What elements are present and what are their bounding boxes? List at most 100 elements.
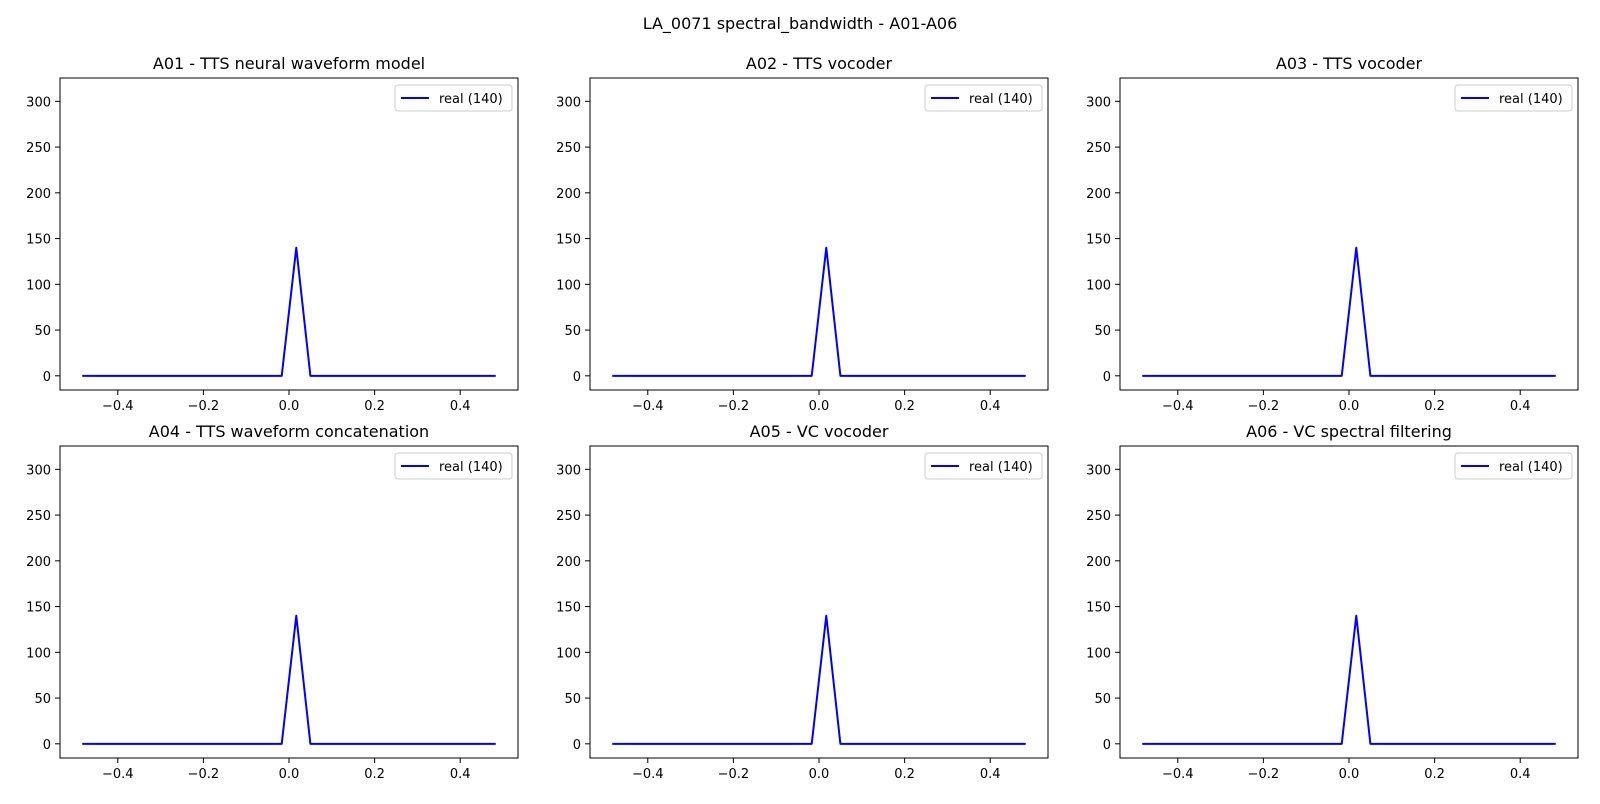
x-tick-label: 0.4: [980, 767, 1001, 782]
y-tick-label: 150: [556, 233, 581, 248]
legend-box: [924, 84, 1043, 112]
x-tick-label: −0.4: [632, 767, 664, 782]
y-tick-label: 300: [26, 95, 51, 110]
x-tick-label: 0.0: [279, 399, 300, 414]
legend-label: real (140): [969, 92, 1033, 107]
subplot-panel: A03 - TTS vocoder −0.4 −0.2 0.0 0.2 0.4 0 50 100…: [1086, 54, 1579, 414]
subplot-title: A05 - VC vocoder: [750, 422, 889, 441]
y-tick-label: 300: [26, 463, 51, 478]
y-tick-label: 100: [1086, 278, 1111, 293]
x-tick-label: 0.0: [1339, 767, 1360, 782]
series-line: [1142, 614, 1556, 745]
series-line: [82, 614, 496, 745]
series-line: [612, 246, 1026, 377]
legend: real (140): [1454, 84, 1573, 112]
y-tick-label: 0: [573, 370, 581, 385]
subplot-panel: A05 - VC vocoder −0.4 −0.2 0.0 0.2 0.4 0 50 100 1…: [556, 422, 1049, 782]
x-tick-label: −0.2: [188, 399, 220, 414]
x-tick-label: −0.4: [102, 767, 134, 782]
y-tick-label: 50: [564, 324, 581, 339]
axes-frame: [59, 445, 519, 759]
legend: real (140): [924, 84, 1043, 112]
y-tick-label: 50: [34, 324, 51, 339]
y-tick-label: 150: [26, 601, 51, 616]
subplot-title: A01 - TTS neural waveform model: [153, 54, 425, 73]
series-line: [612, 614, 1026, 745]
x-tick-label: −0.4: [1162, 767, 1194, 782]
legend: real (140): [394, 452, 513, 480]
subplot-title: A04 - TTS waveform concatenation: [149, 422, 429, 441]
x-tick-label: 0.4: [450, 399, 471, 414]
y-tick-label: 200: [1086, 187, 1111, 202]
x-tick-label: −0.4: [102, 399, 134, 414]
legend-label: real (140): [1499, 92, 1563, 107]
figure-title: LA_0071 spectral_bandwidth - A01-A06: [643, 14, 958, 34]
subplot-grid: A01 - TTS neural waveform model −0.4 −0.2 0…: [26, 54, 1579, 782]
y-tick-label: 50: [34, 692, 51, 707]
x-tick-label: 0.0: [809, 399, 830, 414]
axes-frame: [1119, 77, 1579, 391]
subplot-panel: A02 - TTS vocoder −0.4 −0.2 0.0 0.2 0.4 0 50 100…: [556, 54, 1049, 414]
legend: real (140): [394, 84, 513, 112]
y-tick-label: 250: [1086, 509, 1111, 524]
y-tick-label: 50: [1094, 324, 1111, 339]
subplot-title: A02 - TTS vocoder: [746, 54, 893, 73]
y-tick-label: 100: [26, 278, 51, 293]
legend-label: real (140): [439, 92, 503, 107]
x-tick-label: −0.2: [188, 767, 220, 782]
y-tick-label: 150: [1086, 601, 1111, 616]
y-tick-label: 250: [1086, 141, 1111, 156]
subplot-panel: A01 - TTS neural waveform model −0.4 −0.2 0…: [26, 54, 519, 414]
y-tick-label: 200: [556, 187, 581, 202]
y-tick-label: 0: [43, 738, 51, 753]
y-tick-label: 150: [556, 601, 581, 616]
legend-label: real (140): [969, 460, 1033, 475]
axes-frame: [59, 77, 519, 391]
legend-label: real (140): [439, 460, 503, 475]
series-line: [1142, 246, 1556, 377]
y-tick-label: 150: [26, 233, 51, 248]
axes-frame: [1119, 445, 1579, 759]
x-tick-label: 0.4: [980, 399, 1001, 414]
y-tick-label: 200: [556, 555, 581, 570]
y-tick-label: 300: [556, 463, 581, 478]
legend-box: [1454, 84, 1573, 112]
x-tick-label: 0.2: [894, 399, 915, 414]
series-line: [82, 246, 496, 377]
y-tick-label: 250: [26, 141, 51, 156]
x-tick-label: 0.0: [1339, 399, 1360, 414]
y-tick-label: 250: [26, 509, 51, 524]
y-tick-label: 0: [1103, 370, 1111, 385]
y-tick-label: 200: [1086, 555, 1111, 570]
x-tick-label: 0.2: [364, 399, 385, 414]
x-tick-label: −0.4: [1162, 399, 1194, 414]
y-tick-label: 250: [556, 509, 581, 524]
axes-frame: [589, 445, 1049, 759]
x-tick-label: −0.2: [1248, 767, 1280, 782]
y-tick-label: 0: [1103, 738, 1111, 753]
y-tick-label: 0: [43, 370, 51, 385]
x-tick-label: 0.0: [279, 767, 300, 782]
axes-frame: [589, 77, 1049, 391]
subplot-panel: A04 - TTS waveform concatenation −0.4 −0.2…: [26, 422, 519, 782]
subplot-title: A03 - TTS vocoder: [1276, 54, 1423, 73]
y-tick-label: 300: [1086, 95, 1111, 110]
subplot-panel: A06 - VC spectral filtering −0.4 −0.2 0.0 0.…: [1086, 422, 1579, 782]
y-tick-label: 100: [1086, 646, 1111, 661]
x-tick-label: 0.4: [1510, 399, 1531, 414]
y-tick-label: 50: [564, 692, 581, 707]
legend-box: [1454, 452, 1573, 480]
x-tick-label: 0.0: [809, 767, 830, 782]
subplot-title: A06 - VC spectral filtering: [1246, 422, 1452, 441]
y-tick-label: 100: [556, 646, 581, 661]
legend-box: [394, 84, 513, 112]
y-tick-label: 300: [1086, 463, 1111, 478]
legend: real (140): [1454, 452, 1573, 480]
legend-box: [394, 452, 513, 480]
y-tick-label: 0: [573, 738, 581, 753]
legend-label: real (140): [1499, 460, 1563, 475]
x-tick-label: −0.2: [1248, 399, 1280, 414]
y-tick-label: 150: [1086, 233, 1111, 248]
